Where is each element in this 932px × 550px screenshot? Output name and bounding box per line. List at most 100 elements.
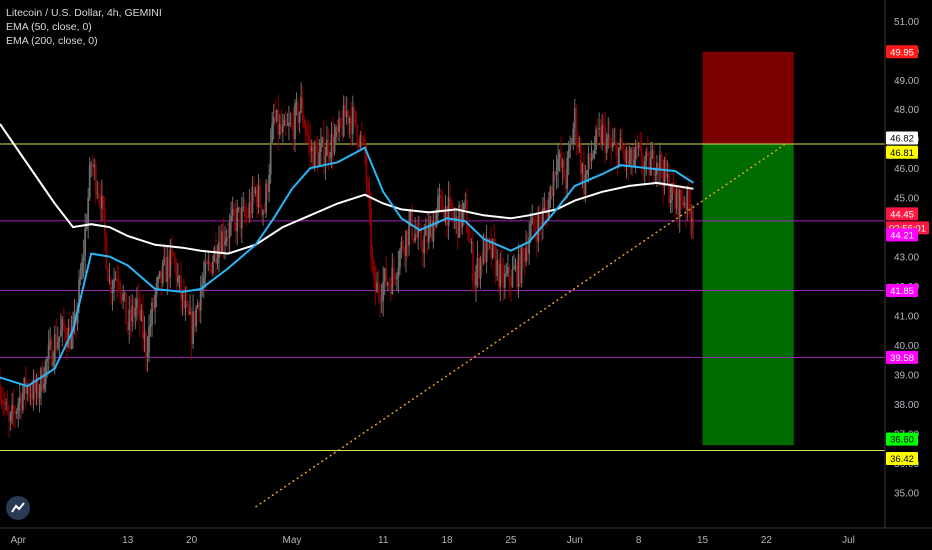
candle-body [246,217,249,219]
candle-body [288,123,290,126]
candle-body [306,132,309,136]
candle-body [640,146,643,166]
candle-body [256,189,258,208]
candle-body [292,122,295,139]
candle-body [31,394,33,400]
candle-body [79,276,82,280]
candle-body [496,260,499,276]
candle-body [443,212,445,223]
price-label-text: 44.45 [890,209,914,220]
candle-body [646,151,649,154]
candle-body [97,193,100,198]
candle-body [392,267,395,275]
candle-body [193,311,196,327]
candle-body [397,267,400,278]
candle-body [374,279,377,293]
candle-body [272,117,275,124]
candle-body [236,208,239,232]
price-label-text: 41.85 [890,286,914,297]
candle-body [143,332,146,339]
tradingview-logo-icon[interactable] [6,496,30,520]
candle-body [555,170,558,175]
candle-body [190,311,193,344]
candle-body [245,216,248,218]
candle-body [657,162,660,170]
candle-body [639,144,642,147]
candle-body [221,231,223,254]
candle-body [680,190,683,201]
candle-body [189,311,191,315]
candle-body [327,139,330,158]
candle-body [675,189,678,209]
candle-body [674,194,677,209]
candle-body [540,220,543,226]
candle-body [202,277,205,285]
candle-body [692,218,695,227]
candle-body [479,258,482,279]
candle-body [301,97,304,120]
price-label-text: 49.95 [890,47,914,58]
candle-body [462,203,465,211]
candle-body [335,127,337,137]
candle-body [332,133,334,153]
candle-body [183,293,185,309]
candle-body [432,220,435,242]
candle-body [307,135,310,140]
candle-body [291,122,293,124]
candle-body [134,307,137,317]
candle-body [449,196,452,200]
candle-body [481,258,483,264]
candle-body [541,210,544,226]
candle-body [213,247,216,262]
candle-body [446,206,448,226]
candle-body [683,202,686,206]
candle-body [631,148,634,167]
candle-body [385,268,388,286]
candle-body [242,206,245,209]
candle-body [611,144,614,148]
candle-body [184,300,187,309]
candle-body [102,195,105,210]
candle-body [151,302,153,325]
candle-body [199,290,202,311]
candle-body [490,240,493,258]
candle-body [386,283,389,286]
candle-body [651,150,654,159]
candle-body [441,196,444,213]
candle-body [468,240,471,243]
stop-loss-zone [702,51,794,145]
candle-body [240,208,243,229]
candle-body [567,149,570,158]
price-label-box [886,228,918,242]
candle-body [669,199,672,204]
trendline [255,144,786,508]
candle-body [107,268,109,282]
candle-body [373,262,375,280]
candle-body [444,206,447,223]
candle-body [263,210,266,213]
candle-body [560,152,563,168]
candle-body [478,257,480,279]
candle-body [218,242,220,259]
x-tick-label: 8 [636,535,642,546]
candle-body [391,267,394,294]
candle-body [475,272,477,286]
candle-body [342,104,345,136]
candle-body [87,197,90,226]
price-label-text: 46.82 [890,134,914,145]
candle-body [619,138,622,148]
candle-body [78,279,80,308]
ema50-line [0,146,694,388]
candle-body [579,144,582,174]
candle-body [59,329,62,337]
candle-body [34,380,36,394]
candle-body [338,118,340,133]
candle-body [316,149,319,168]
candle-body [114,278,117,280]
candle-body [598,127,601,130]
candle-body [648,153,651,176]
candle-body [17,403,20,411]
candle-body [470,242,473,244]
candle-body [271,123,274,143]
